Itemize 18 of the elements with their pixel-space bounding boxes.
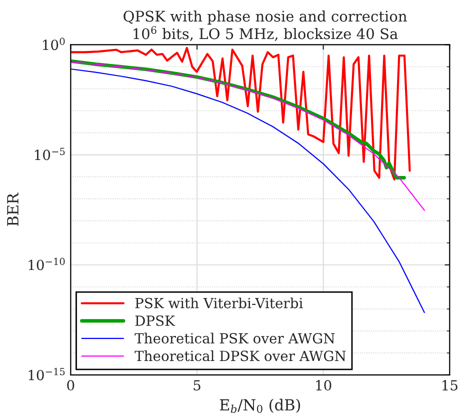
legend-label: DPSK: [135, 315, 176, 326]
x-tick-label: 5: [194, 380, 200, 391]
chart-subtitle: 10$^{6}$ bits, LO 5 MHz, blocksize 40 Sa: [134, 26, 398, 42]
x-tick-label: 0: [67, 380, 74, 391]
x-axis-title: E$_{b}$/N$_{0}$ (dB): [220, 398, 300, 413]
legend-label: Theoretical DPSK over AWGN: [134, 350, 346, 362]
y-tick-label: 10$^{−10}$: [28, 258, 65, 270]
y-tick-label: 10$^{0}$: [43, 38, 65, 50]
y-axis-title: BER: [7, 192, 18, 226]
y-tick-label: 10$^{−15}$: [28, 368, 65, 380]
legend-label: Theoretical PSK over AWGN: [134, 332, 335, 344]
chart-title: QPSK with phase nosie and correction: [124, 10, 407, 25]
x-tick-label: 15: [442, 380, 458, 391]
legend-label: PSK with Viterbi-Viterbi: [135, 298, 303, 308]
line-series: [70, 62, 425, 211]
line-series: [70, 68, 425, 314]
y-tick-label: 10$^{−5}$: [35, 148, 65, 160]
x-tick-label: 10: [316, 380, 332, 391]
